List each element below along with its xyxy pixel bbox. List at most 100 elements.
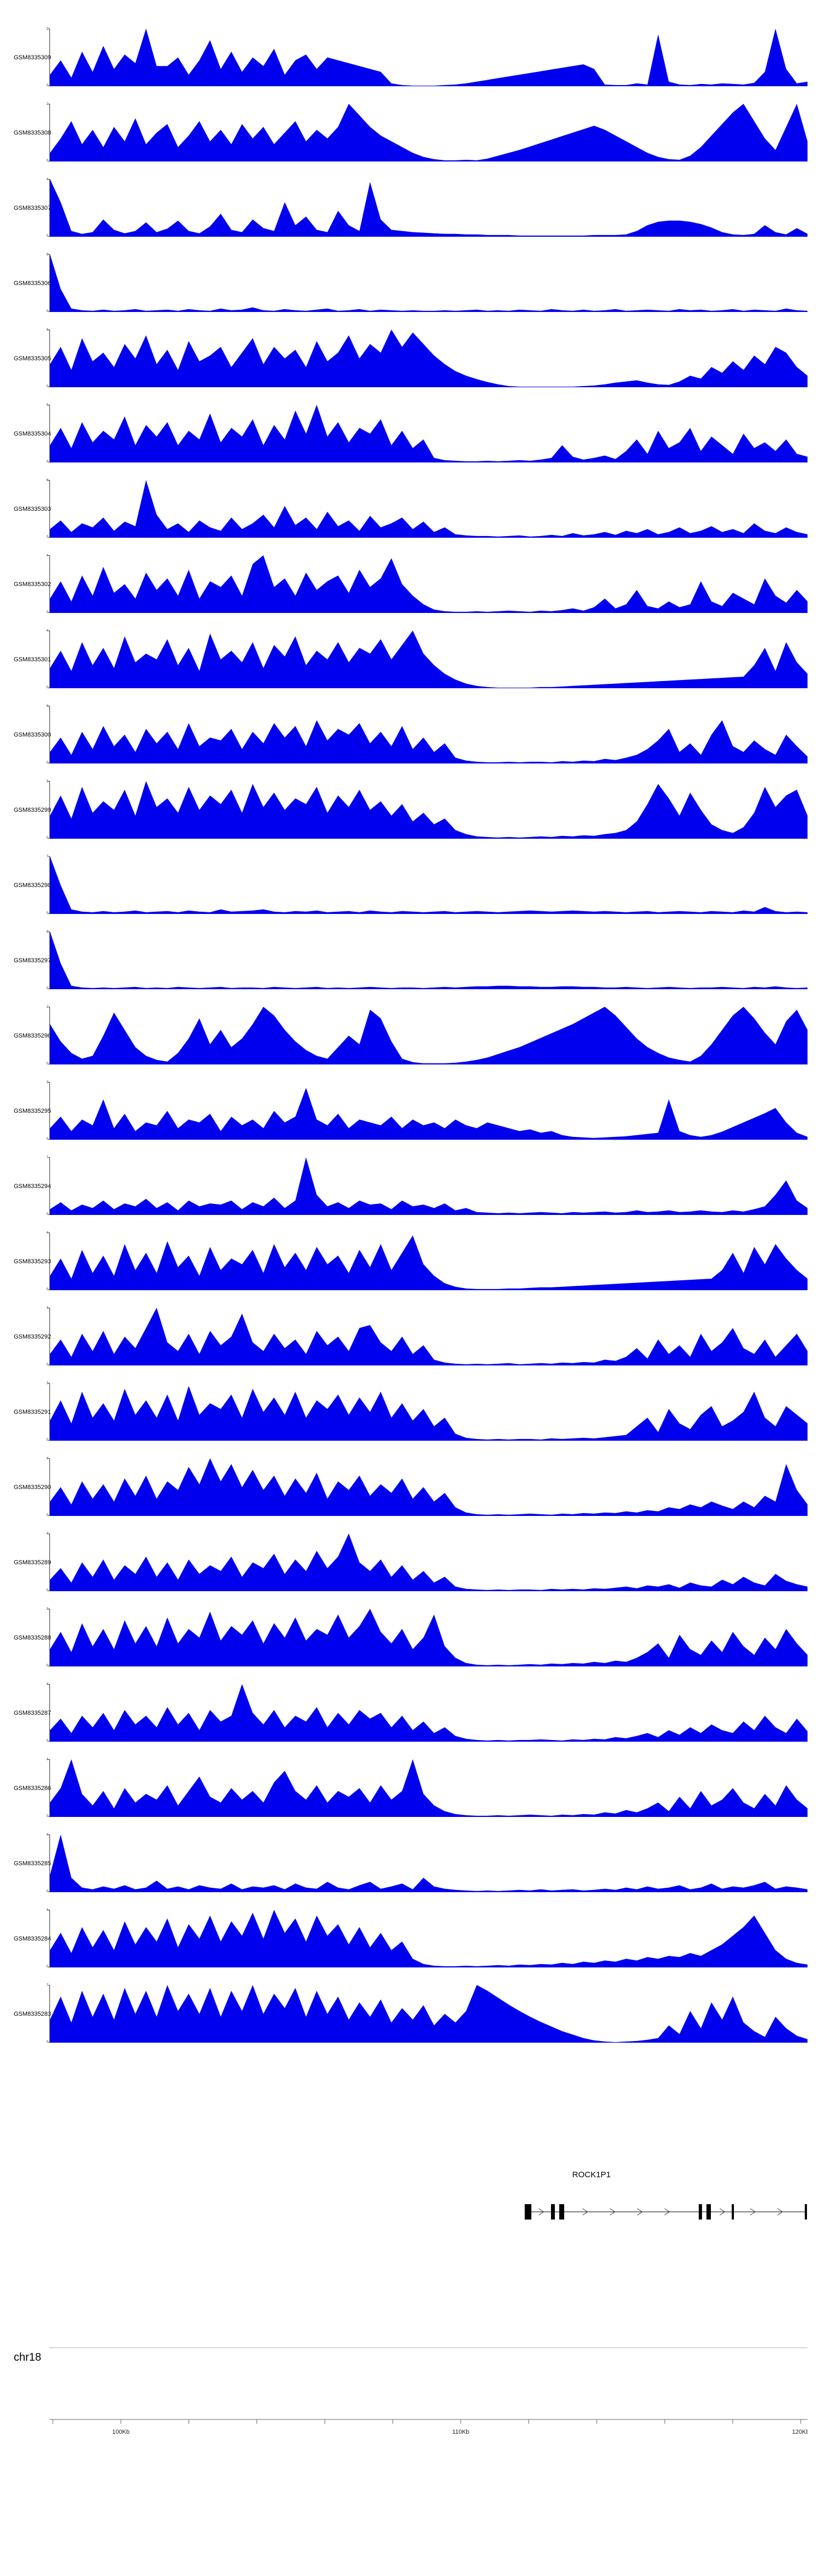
track-yaxis-max-label: 4 (46, 554, 48, 557)
track-yaxis-max-label: 8 (46, 930, 48, 934)
signal-track-row: GSM8335296 2 0 (0, 1006, 824, 1066)
signal-track-panel: GSM8335309 2 0 GSM8335308 2 0 GSM8335307 4 0 GSM8… (0, 27, 824, 2044)
track-yaxis-min-label: 0 (46, 1138, 48, 1141)
gene-exon-block (732, 2204, 734, 2220)
signal-area-polygon (50, 1157, 808, 1215)
track-yaxis-max-label: 3 (46, 1608, 48, 1611)
track-yaxis-min-label: 0 (46, 1213, 48, 1216)
gene-exon-block (706, 2204, 711, 2220)
track-sample-label: GSM8335300 (14, 731, 51, 738)
track-sample-label: GSM8335304 (14, 430, 51, 437)
signal-track-row: GSM8335304 5 0 (0, 404, 824, 464)
track-sample-label: GSM8335284 (14, 1935, 51, 1942)
signal-track-row: GSM8335293 4 0 (0, 1231, 824, 1291)
track-yaxis-max-label: 4 (46, 1307, 48, 1310)
track-yaxis-max-label: 4 (46, 1231, 48, 1235)
track-yaxis-min-label: 0 (46, 536, 48, 539)
signal-track-row: GSM8335308 2 0 (0, 103, 824, 163)
track-yaxis-max-label: 2 (46, 1006, 48, 1009)
track-yaxis-max-label: 2 (46, 103, 48, 106)
track-sample-label: GSM8335309 (14, 54, 51, 61)
track-sample-label: GSM8335299 (14, 806, 51, 813)
gene-exon-block (525, 2204, 532, 2220)
signal-area-polygon (50, 480, 808, 538)
signal-area-polygon (50, 1308, 808, 1365)
track-sample-label: GSM8335307 (14, 204, 51, 211)
track-yaxis-min-label: 0 (46, 1589, 48, 1592)
track-yaxis-min-label: 0 (46, 1288, 48, 1291)
track-sample-label: GSM8335289 (14, 1559, 51, 1566)
chromosome-label: chr18 (14, 2351, 42, 2363)
signal-area-polygon (50, 1910, 808, 1967)
signal-area-polygon (50, 1985, 808, 2043)
track-yaxis-min-label: 0 (46, 385, 48, 388)
signal-track-row: GSM8335302 4 0 (0, 554, 824, 614)
track-yaxis-max-label: 4 (46, 1683, 48, 1686)
track-yaxis-min-label: 0 (46, 1062, 48, 1066)
track-yaxis-min-label: 0 (46, 1739, 48, 1743)
track-sample-label: GSM8335306 (14, 280, 51, 287)
axis-coordinate-label: 100Kb (112, 2429, 130, 2435)
signal-area-polygon (50, 179, 808, 237)
signal-track-row: GSM8335291 3 0 (0, 1382, 824, 1442)
track-sample-label: GSM8335302 (14, 581, 51, 588)
track-yaxis-max-label: 4 (46, 629, 48, 633)
gene-exon-block (698, 2204, 702, 2220)
track-yaxis-max-label: 6 (46, 479, 48, 482)
track-yaxis-max-label: 3 (46, 1382, 48, 1385)
gene-name-label: ROCK1P1 (572, 2170, 611, 2179)
signal-area-polygon (50, 932, 808, 989)
signal-area-polygon (50, 1684, 808, 1742)
signal-track-row: GSM8335284 4 0 (0, 1909, 824, 1969)
track-yaxis-max-label: 3 (46, 780, 48, 783)
signal-track-row: GSM8335309 2 0 (0, 27, 824, 87)
gene-exon-block (559, 2204, 565, 2220)
signal-track-row: GSM8335306 9 0 (0, 253, 824, 313)
track-yaxis-min-label: 0 (46, 159, 48, 163)
signal-area-polygon (50, 254, 808, 312)
track-yaxis-min-label: 0 (46, 84, 48, 87)
signal-track-row: GSM8335295 3 0 (0, 1081, 824, 1141)
signal-area-polygon (50, 405, 808, 462)
signal-track-row: GSM8335283 7 0 (0, 1984, 824, 2044)
track-sample-label: GSM8335290 (14, 1484, 51, 1491)
signal-area-polygon (50, 330, 808, 387)
track-sample-label: GSM8335308 (14, 129, 51, 136)
strand-direction-arrow-icon (610, 2208, 616, 2216)
genome-browser-figure: GSM8335309 2 0 GSM8335308 2 0 GSM8335307 4 0 GSM8… (0, 27, 824, 2435)
track-sample-label: GSM8335288 (14, 1634, 51, 1641)
signal-area-polygon (50, 1609, 808, 1666)
signal-track-row: GSM8335298 7 0 (0, 855, 824, 915)
track-yaxis-max-label: 7 (46, 855, 48, 858)
track-yaxis-min-label: 0 (46, 1514, 48, 1517)
track-sample-label: GSM8335303 (14, 505, 51, 512)
track-yaxis-max-label: 2 (46, 27, 48, 31)
track-sample-label: GSM8335301 (14, 656, 51, 663)
track-sample-label: GSM8335287 (14, 1709, 51, 1716)
signal-area-polygon (50, 29, 808, 86)
signal-area-polygon (50, 1835, 808, 1892)
signal-track-row: GSM8335303 6 0 (0, 479, 824, 539)
track-yaxis-max-label: 6 (46, 1833, 48, 1837)
track-yaxis-min-label: 0 (46, 1438, 48, 1442)
signal-track-row: GSM8335289 4 0 (0, 1532, 824, 1592)
signal-track-row: GSM8335285 6 0 (0, 1833, 824, 1893)
track-yaxis-min-label: 0 (46, 761, 48, 765)
signal-area-polygon (50, 1007, 808, 1064)
track-yaxis-min-label: 0 (46, 2040, 48, 2044)
track-yaxis-max-label: 3 (46, 1081, 48, 1084)
track-yaxis-min-label: 0 (46, 235, 48, 238)
signal-track-row: GSM8335297 8 0 (0, 930, 824, 990)
